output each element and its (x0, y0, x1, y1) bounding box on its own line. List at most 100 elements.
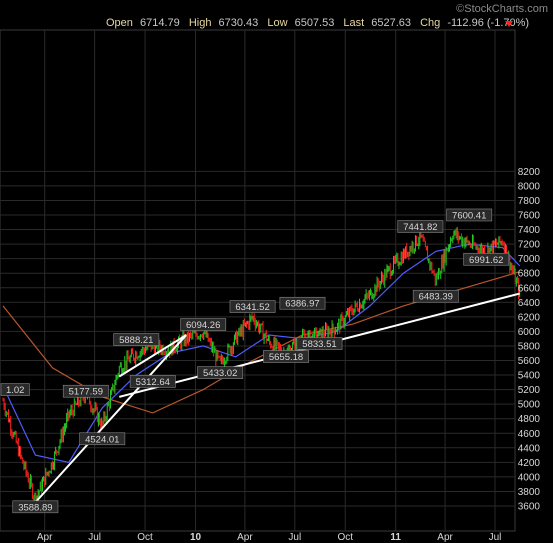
y-tick-label: 4400 (518, 443, 541, 454)
y-tick-label: 7400 (518, 225, 541, 236)
x-tick-label: Oct (337, 532, 353, 543)
y-tick-label: 7800 (518, 196, 541, 207)
annotation-text: 5312.64 (136, 377, 170, 388)
y-tick-label: 8000 (518, 181, 541, 192)
x-tick-label: Apr (437, 532, 453, 543)
annotation-box (397, 220, 444, 233)
annotation-box (113, 333, 160, 346)
y-tick-label: 5000 (518, 400, 541, 411)
annotation-text: 7600.41 (452, 210, 486, 221)
annotation-label: 3588.89 (12, 500, 59, 514)
annotation-box (296, 337, 343, 350)
short-moving-average (2, 243, 521, 464)
last-label: Last (343, 17, 364, 29)
y-tick-label: 4200 (518, 458, 541, 469)
annotation-box (463, 252, 510, 266)
y-tick-label: 7000 (518, 254, 541, 265)
annotation-box (263, 350, 309, 363)
chg-value: -112.96 (-1.70%) (447, 17, 529, 29)
high-value: 6730.43 (219, 17, 259, 29)
x-tick-label: 10 (190, 532, 202, 543)
annotation-text: 6341.52 (235, 302, 269, 313)
y-tick-label: 4800 (518, 414, 541, 425)
y-tick-label: 3600 (518, 502, 541, 513)
annotation-label: 7441.82 (397, 220, 444, 233)
chg-label: Chg (420, 17, 440, 29)
annotation-label: 4524.01 (79, 432, 126, 446)
x-tick-label: 11 (390, 532, 401, 543)
annotation-label: 5888.21 (113, 333, 160, 346)
annotation-label: 5433.02 (197, 366, 244, 379)
open-value: 6714.79 (140, 17, 180, 29)
annotation-label: 6094.26 (180, 318, 227, 331)
annotation-box (412, 289, 459, 303)
y-tick-label: 8200 (518, 167, 541, 178)
annotation-text: 5177.59 (69, 387, 103, 398)
annotation-box (12, 500, 59, 514)
y-tick-label: 7600 (518, 211, 541, 222)
annotation-box (180, 318, 227, 331)
y-tick-label: 5200 (518, 385, 541, 396)
last-value: 6527.63 (371, 17, 411, 29)
annotation-box (79, 432, 126, 446)
x-tick-label: Apr (237, 532, 253, 543)
annotation-label: 1.02 (0, 383, 30, 396)
annotation-label: 5177.59 (62, 384, 109, 398)
watermark: ©StockCharts.com (456, 3, 548, 15)
quote-header: Open 6714.79 High 6730.43 Low 6507.53 La… (106, 17, 529, 29)
annotation-box (446, 208, 493, 222)
annotation-text: 6386.97 (285, 299, 319, 310)
annotation-box (129, 375, 176, 388)
annotation-label: 6483.39 (412, 289, 459, 303)
y-tick-label: 5600 (518, 356, 541, 367)
annotations: 3588.89 1.02 5177.59 4524.01 5888.21 5312.64 6… (0, 208, 510, 514)
annotation-text: 5655.18 (269, 352, 303, 363)
annotation-text: 6483.39 (419, 292, 453, 303)
x-tick-label: Apr (37, 532, 53, 543)
y-tick-label: 4000 (518, 472, 541, 483)
annotation-box (197, 366, 244, 379)
x-tick-label: Jul (88, 532, 101, 543)
annotation-text: 1.02 (6, 385, 25, 396)
y-tick-label: 6200 (518, 312, 541, 323)
trendline (34, 334, 187, 504)
annotation-box (279, 296, 326, 310)
annotation-text: 6991.62 (469, 255, 503, 266)
short-ma-line (2, 243, 521, 464)
high-label: High (189, 17, 212, 29)
y-tick-label: 6600 (518, 283, 541, 294)
annotation-text: 7441.82 (403, 222, 437, 233)
low-value: 6507.53 (295, 17, 335, 29)
x-axis: 9AprJulOct10AprJulOct11AprJul (37, 532, 501, 543)
y-tick-label: 6400 (518, 298, 541, 309)
down-arrow-icon (505, 21, 513, 27)
x-tick-label: Oct (137, 532, 153, 543)
annotation-label: 5312.64 (129, 375, 176, 388)
y-axis: 3600 3800 4000 4200 4400 4600 4800 5000 5200 5400… (518, 167, 541, 513)
annotation-text: 6094.26 (186, 320, 220, 331)
y-tick-label: 5800 (518, 341, 541, 352)
annotation-text: 4524.01 (85, 434, 119, 445)
y-tick-label: 3800 (518, 487, 541, 498)
y-tick-label: 7200 (518, 240, 541, 251)
y-tick-label: 6800 (518, 269, 541, 280)
annotation-label: 5833.51 (296, 337, 343, 350)
annotation-box (229, 300, 276, 313)
annotation-text: 5433.02 (203, 368, 237, 379)
annotation-label: 6386.97 (279, 296, 326, 310)
x-tick-label: Jul (288, 532, 301, 543)
svg-text:Open 6714.79 High: Open 6714.79 High 6730.43 Low 6507.53 La… (106, 17, 529, 29)
y-tick-label: 6000 (518, 327, 541, 338)
trendline (118, 334, 187, 378)
annotation-label: 5655.18 (263, 350, 309, 363)
y-tick-label: 5400 (518, 371, 541, 382)
annotation-text: 3588.89 (18, 502, 52, 513)
annotation-text: 5833.51 (302, 339, 336, 350)
low-label: Low (267, 17, 287, 29)
open-label: Open (106, 17, 133, 29)
annotation-label: 6341.52 (229, 300, 276, 313)
annotation-box (62, 384, 109, 398)
annotation-box (0, 383, 30, 396)
annotation-text: 5888.21 (119, 335, 153, 346)
